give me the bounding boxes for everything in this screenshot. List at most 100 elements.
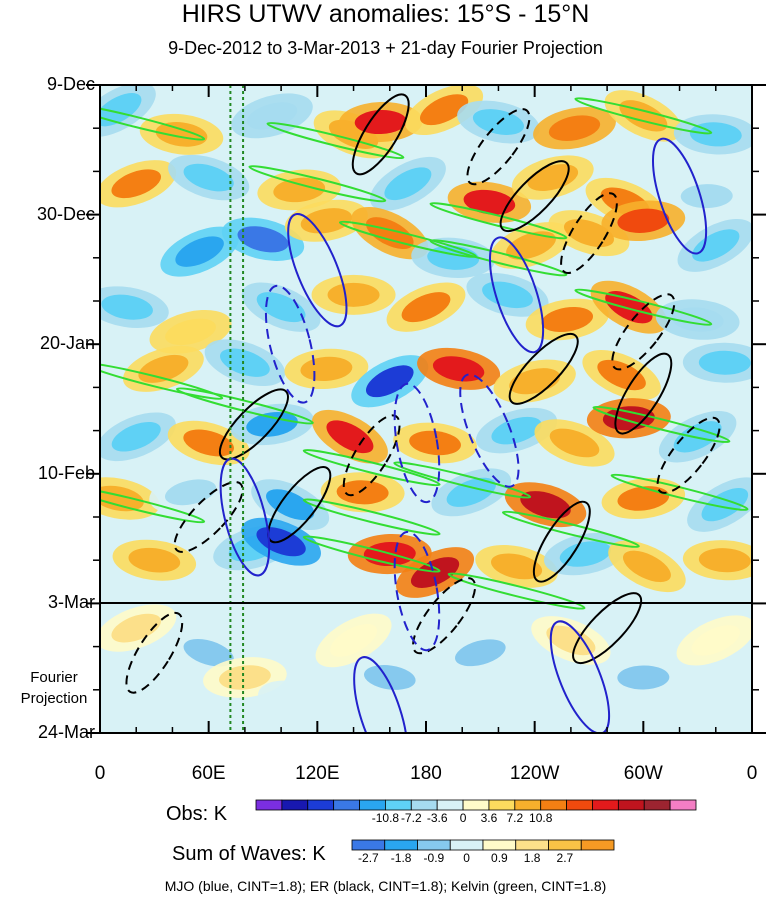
kelvin-contour [429, 202, 568, 240]
anomaly-blob [183, 639, 234, 667]
anomaly-blob [111, 613, 161, 643]
obs-colorbar-swatch [617, 799, 645, 811]
mjo-contour [287, 213, 348, 328]
obs-colorbar-tick-label: 7.2 [506, 811, 524, 825]
fourier-projection-label: Fourier Projection [20, 669, 88, 707]
anomaly-blob [246, 102, 298, 130]
waves-colorbar-tick-label: -0.9 [423, 851, 445, 865]
anomaly-blob [165, 318, 216, 346]
anomaly-blob [354, 110, 407, 135]
waves-colorbar-swatch [384, 839, 418, 851]
obs-colorbar-tick-label: 10.8 [529, 811, 553, 825]
anomaly-blob [111, 169, 161, 199]
contour-legend: MJO (blue, CINT=1.8); ER (black, CINT=1.… [164, 878, 607, 894]
anomaly-blob [692, 229, 740, 262]
er-contour [614, 352, 673, 435]
mjo-contour [264, 284, 316, 404]
anomaly-blob [111, 421, 161, 452]
waves-colorbar-swatch [351, 839, 386, 851]
obs-colorbar-swatch [333, 799, 360, 811]
waves-colorbar-tick-label: -2.7 [358, 851, 379, 865]
er-contour [466, 108, 531, 186]
er-contour [342, 414, 401, 497]
kelvin-contour [429, 239, 568, 277]
anomaly-blob [300, 208, 353, 234]
obs-colorbar-swatch [410, 799, 438, 811]
anomaly-blob [701, 488, 749, 522]
anomaly-blob [175, 236, 224, 267]
obs-colorbar-tick-label: -7.2 [400, 811, 422, 825]
anomaly-blob [541, 306, 594, 333]
kelvin-contour [100, 362, 224, 400]
er-contour [351, 93, 410, 176]
waves-colorbar-swatch [580, 839, 615, 851]
waves-colorbar-tick-label: 1.8 [523, 851, 541, 865]
anomaly-blob [365, 365, 414, 398]
waves-colorbar-tick-label: -1.8 [390, 851, 412, 865]
x-tick-label: 180 [410, 763, 442, 784]
er-contour [572, 592, 643, 664]
obs-colorbar-swatch [566, 799, 593, 811]
x-tick-label: 120W [509, 763, 560, 784]
obs-colorbar-swatch [592, 799, 619, 811]
anomaly-blob [100, 93, 142, 127]
chart-subtitle: 9-Dec-2012 to 3-Mar-2013 + 21-day Fourie… [168, 38, 603, 58]
kelvin-contour [393, 461, 532, 499]
anomaly-blob [128, 547, 181, 573]
x-tick-label: 60E [191, 763, 226, 784]
er-contour [656, 416, 721, 494]
anomaly-blob [273, 177, 326, 203]
er-contour [267, 466, 332, 544]
obs-colorbar-swatch [307, 799, 335, 811]
anomaly-blob [680, 184, 733, 209]
anomaly-blob [246, 412, 298, 437]
y-tick-label: 3-Mar [47, 592, 95, 613]
kelvin-contour [266, 121, 405, 160]
anomaly-blob [455, 639, 506, 667]
anomaly-blob [384, 167, 432, 201]
anomaly-blob [698, 350, 751, 375]
obs-colorbar-tick-label: -10.8 [371, 811, 400, 825]
waves-colorbar-tick-label: 2.7 [556, 851, 574, 865]
y-tick-label: 9-Dec [46, 74, 95, 94]
anomaly-blob [183, 429, 234, 457]
anomaly-blob [491, 553, 543, 580]
anomaly-blob [605, 291, 653, 324]
kelvin-contour [501, 510, 640, 548]
mjo-contour [488, 236, 545, 354]
obs-colorbar-swatch [436, 799, 464, 811]
anomaly-blob [463, 189, 516, 215]
er-contour [532, 500, 591, 583]
anomaly-blob [219, 348, 270, 377]
waves-colorbar-swatch [417, 839, 451, 851]
obs-colorbar-swatch [669, 799, 697, 811]
waves-colorbar-swatch [515, 839, 549, 851]
waves-colorbar-swatch [482, 839, 517, 851]
x-tick-label: 0 [746, 763, 758, 784]
kelvin-contour [302, 498, 441, 536]
anomaly-blob [520, 491, 571, 519]
anomaly-blob [559, 541, 612, 567]
mjo-contour [549, 620, 611, 733]
anomaly-blob [327, 282, 380, 307]
anomaly-blob [410, 557, 460, 589]
anomaly-blob [336, 480, 389, 505]
anomaly-blob [155, 122, 208, 147]
obs-colorbar-swatch [488, 799, 516, 811]
x-tick-label: 60W [623, 763, 663, 784]
obs-colorbar-swatch [514, 799, 542, 811]
anomaly-blob [698, 548, 751, 573]
anomaly-blob [365, 217, 414, 250]
er-contour [412, 577, 477, 655]
obs-colorbar-swatch [643, 799, 671, 811]
obs-colorbar-swatch [462, 799, 490, 811]
mjo-contour [651, 137, 708, 255]
reference-longitudes [229, 85, 245, 733]
anomaly-blob [273, 689, 325, 716]
er-contour [218, 388, 289, 461]
mjo-contour [353, 656, 409, 733]
waves-colorbar-label: Sum of Waves: K [172, 843, 326, 865]
anomaly-blob [617, 665, 670, 690]
waves-colorbar-tick-label: 0.9 [491, 851, 508, 865]
